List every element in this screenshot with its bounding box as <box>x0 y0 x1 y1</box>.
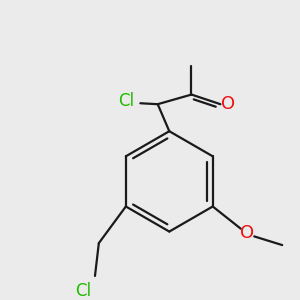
Text: Cl: Cl <box>118 92 134 110</box>
Text: O: O <box>221 95 235 113</box>
Text: Cl: Cl <box>75 282 92 300</box>
Text: O: O <box>240 224 254 242</box>
